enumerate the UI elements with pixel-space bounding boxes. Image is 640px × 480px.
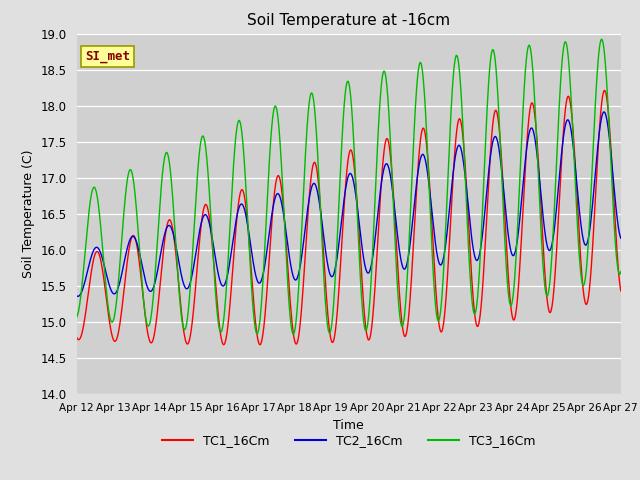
TC3_16Cm bbox=[73, 314, 81, 320]
Text: SI_met: SI_met bbox=[85, 50, 130, 63]
TC3_16Cm bbox=[565, 66, 573, 72]
Line: TC3_16Cm: TC3_16Cm bbox=[77, 39, 621, 334]
TC2_16Cm bbox=[600, 109, 608, 115]
TC3_16Cm bbox=[189, 237, 197, 242]
TC1_16Cm bbox=[402, 332, 410, 338]
Line: TC2_16Cm: TC2_16Cm bbox=[77, 112, 621, 296]
TC2_16Cm bbox=[565, 119, 573, 125]
TC1_16Cm bbox=[225, 315, 232, 321]
TC2_16Cm bbox=[402, 264, 410, 270]
Y-axis label: Soil Temperature (C): Soil Temperature (C) bbox=[22, 149, 35, 278]
X-axis label: Time: Time bbox=[333, 419, 364, 432]
TC1_16Cm bbox=[189, 309, 197, 314]
TC2_16Cm bbox=[74, 293, 82, 299]
TC3_16Cm bbox=[598, 36, 605, 42]
Line: TC1_16Cm: TC1_16Cm bbox=[77, 90, 621, 345]
TC3_16Cm bbox=[402, 297, 410, 302]
TC2_16Cm bbox=[617, 235, 625, 240]
TC2_16Cm bbox=[412, 192, 419, 197]
TC3_16Cm bbox=[617, 269, 625, 275]
Title: Soil Temperature at -16cm: Soil Temperature at -16cm bbox=[247, 13, 451, 28]
TC1_16Cm bbox=[412, 207, 419, 213]
TC2_16Cm bbox=[73, 293, 81, 299]
Legend: TC1_16Cm, TC2_16Cm, TC3_16Cm: TC1_16Cm, TC2_16Cm, TC3_16Cm bbox=[157, 429, 540, 452]
TC2_16Cm bbox=[617, 235, 625, 241]
TC1_16Cm bbox=[565, 95, 573, 101]
TC3_16Cm bbox=[617, 269, 625, 275]
TC1_16Cm bbox=[73, 335, 81, 340]
TC3_16Cm bbox=[225, 246, 232, 252]
TC1_16Cm bbox=[617, 288, 625, 294]
TC3_16Cm bbox=[412, 105, 419, 110]
TC1_16Cm bbox=[600, 87, 608, 93]
TC3_16Cm bbox=[289, 331, 297, 337]
TC2_16Cm bbox=[225, 265, 233, 271]
TC1_16Cm bbox=[617, 287, 625, 293]
TC2_16Cm bbox=[189, 264, 197, 270]
TC1_16Cm bbox=[256, 342, 264, 348]
